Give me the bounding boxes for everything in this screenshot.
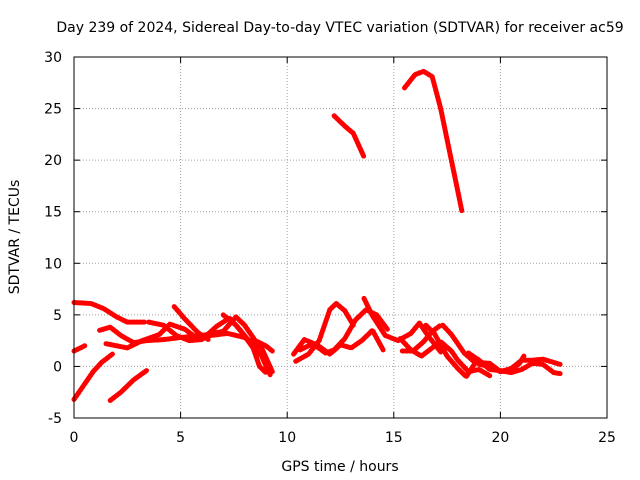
x-axis-title: GPS time / hours: [281, 459, 398, 475]
chart-title: Day 239 of 2024, Sidereal Day-to-day VTE…: [56, 20, 623, 36]
x-tick-label: 5: [176, 430, 185, 446]
y-tick-label: 20: [44, 153, 62, 169]
series-arc-9: [220, 312, 273, 378]
x-tick-label: 10: [278, 430, 296, 446]
plot-frame: [73, 56, 608, 419]
x-tick-label: 15: [385, 430, 403, 446]
y-tick-label: -5: [48, 411, 62, 427]
series-arc-18: [423, 322, 480, 380]
x-tick-label: 25: [598, 430, 616, 446]
y-tick-label: 15: [44, 205, 62, 221]
y-tick-label: 0: [53, 359, 62, 375]
series-arc-13: [331, 113, 367, 160]
y-tick-label: 5: [53, 308, 62, 324]
series-arc-3: [71, 351, 115, 402]
series-arc-1: [71, 300, 147, 325]
x-tick-label: 0: [70, 430, 79, 446]
series-arc-17: [402, 68, 465, 215]
series-arc-2: [71, 343, 88, 354]
y-tick-label: 25: [44, 102, 62, 118]
series-arc-16: [397, 336, 493, 379]
series-arc-8: [171, 304, 211, 343]
series-group: [71, 68, 563, 403]
series-arc-11: [293, 301, 356, 364]
y-axis-title: SDTVAR / TECUs: [7, 180, 23, 295]
series-arc-7: [146, 315, 269, 376]
series-arc-21: [476, 353, 527, 375]
series-arc-4: [107, 368, 149, 403]
y-tick-label: 10: [44, 256, 62, 272]
y-tick-label: 30: [44, 50, 62, 66]
series-arc-14: [361, 295, 444, 355]
x-tick-label: 20: [491, 430, 509, 446]
